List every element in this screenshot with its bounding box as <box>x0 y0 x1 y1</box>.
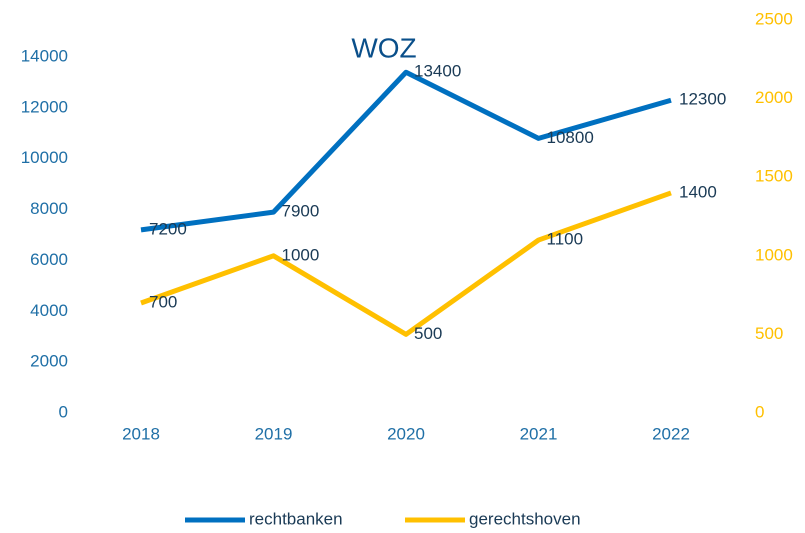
data-label: 1100 <box>547 230 584 249</box>
y2-tick-label: 1500 <box>755 167 793 186</box>
x-tick-label: 2022 <box>652 424 690 443</box>
y-tick-label: 8000 <box>30 199 68 218</box>
data-label: 12300 <box>679 90 726 109</box>
y-tick-label: 12000 <box>21 97 68 116</box>
x-tick-label: 2018 <box>122 424 160 443</box>
y-tick-label: 6000 <box>30 250 68 269</box>
data-label: 1000 <box>282 245 320 264</box>
data-label: 7900 <box>282 202 320 221</box>
y-tick-label: 10000 <box>21 148 68 167</box>
series-line <box>140 69 672 233</box>
x-tick-label: 2020 <box>387 424 425 443</box>
y-tick-label: 0 <box>59 402 68 421</box>
y-tick-label: 14000 <box>21 46 68 65</box>
x-tick-label: 2021 <box>520 424 558 443</box>
x-tick-label: 2019 <box>255 424 293 443</box>
data-label: 13400 <box>414 62 461 81</box>
y-tick-label: 4000 <box>30 301 68 320</box>
legend-label: rechtbanken <box>249 509 343 528</box>
data-label: 1400 <box>679 182 717 201</box>
chart-title: WOZ <box>351 32 416 63</box>
y2-tick-label: 2000 <box>755 88 793 107</box>
y2-tick-label: 0 <box>755 402 764 421</box>
y2-tick-label: 2500 <box>755 9 793 28</box>
y2-tick-label: 500 <box>755 324 783 343</box>
data-label: 700 <box>149 292 177 311</box>
legend-label: gerechtshoven <box>469 509 581 528</box>
y2-tick-label: 1000 <box>755 245 793 264</box>
y-tick-label: 2000 <box>30 352 68 371</box>
data-label: 7200 <box>149 219 187 238</box>
series-line <box>140 190 672 337</box>
data-label: 500 <box>414 324 442 343</box>
data-label: 10800 <box>547 128 594 147</box>
